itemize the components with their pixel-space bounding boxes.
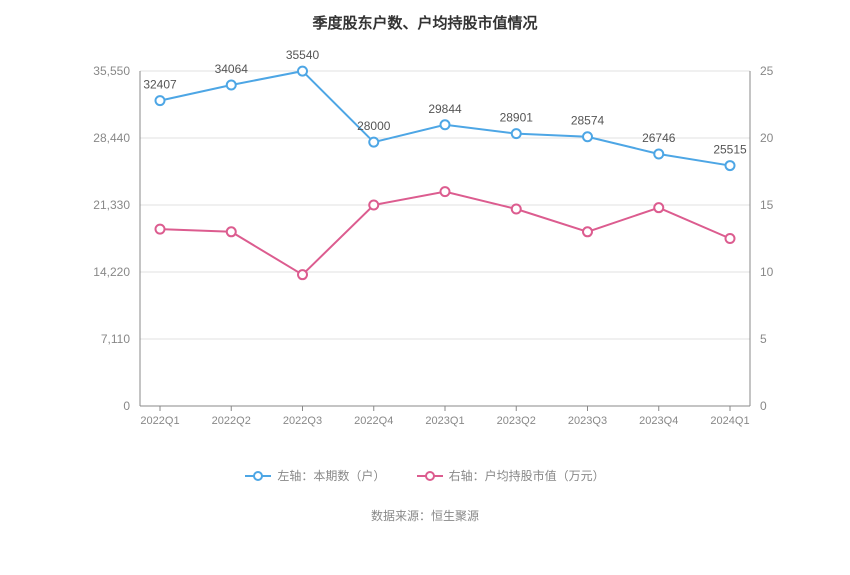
series-line-avg_value bbox=[160, 192, 730, 275]
series-marker-avg_value bbox=[726, 234, 735, 243]
series-line-shareholders bbox=[160, 71, 730, 165]
y-right-tick: 20 bbox=[760, 131, 774, 145]
y-left-tick: 21,330 bbox=[93, 198, 130, 212]
series-marker-shareholders bbox=[512, 129, 521, 138]
chart-title: 季度股东户数、户均持股市值情况 bbox=[40, 12, 810, 33]
series-marker-shareholders bbox=[369, 138, 378, 147]
x-tick-label: 2022Q2 bbox=[212, 415, 251, 427]
data-label: 26746 bbox=[642, 131, 676, 145]
data-label: 28000 bbox=[357, 119, 391, 133]
series-marker-avg_value bbox=[512, 205, 521, 214]
data-label: 28901 bbox=[500, 111, 534, 125]
legend-item-shareholders: 左轴：本期数（户） bbox=[245, 467, 385, 484]
x-tick-label: 2023Q3 bbox=[568, 415, 607, 427]
y-left-tick: 0 bbox=[123, 399, 130, 413]
x-tick-label: 2022Q1 bbox=[140, 415, 179, 427]
y-right-tick: 25 bbox=[760, 64, 774, 78]
y-right-tick: 5 bbox=[760, 332, 767, 346]
y-right-tick: 15 bbox=[760, 198, 774, 212]
series-marker-shareholders bbox=[583, 132, 592, 141]
data-label: 29844 bbox=[428, 102, 462, 116]
data-label: 32407 bbox=[143, 78, 177, 92]
series-marker-shareholders bbox=[441, 120, 450, 129]
x-tick-label: 2023Q4 bbox=[639, 415, 678, 427]
chart-plot-area: 0 7,110 14,220 21,330 28,440 35,550 0 5 10 15 20 25… bbox=[40, 41, 810, 441]
data-label: 34064 bbox=[215, 62, 249, 76]
data-label: 28574 bbox=[571, 114, 605, 128]
legend-label: 右轴：户均持股市值（万元） bbox=[449, 467, 605, 484]
series-marker-shareholders bbox=[726, 161, 735, 170]
data-source: 数据来源：恒生聚源 bbox=[40, 507, 810, 524]
x-tick-label: 2022Q3 bbox=[283, 415, 322, 427]
x-tick-label: 2023Q1 bbox=[425, 415, 464, 427]
series-marker-shareholders bbox=[298, 67, 307, 76]
legend-label: 左轴：本期数（户） bbox=[277, 467, 385, 484]
series-marker-avg_value bbox=[654, 203, 663, 212]
series-marker-avg_value bbox=[583, 227, 592, 236]
series-marker-shareholders bbox=[156, 96, 165, 105]
x-tick-label: 2023Q2 bbox=[497, 415, 536, 427]
y-left-tick: 35,550 bbox=[93, 64, 130, 78]
y-right-tick: 0 bbox=[760, 399, 767, 413]
data-label: 35540 bbox=[286, 48, 320, 62]
chart-legend: 左轴：本期数（户） 右轴：户均持股市值（万元） bbox=[40, 467, 810, 485]
x-tick-label: 2024Q1 bbox=[710, 415, 749, 427]
series-marker-avg_value bbox=[227, 227, 236, 236]
y-left-tick: 28,440 bbox=[93, 131, 130, 145]
series-marker-avg_value bbox=[156, 225, 165, 234]
data-label: 25515 bbox=[713, 143, 747, 157]
series-marker-shareholders bbox=[227, 81, 236, 90]
series-marker-avg_value bbox=[441, 187, 450, 196]
series-marker-shareholders bbox=[654, 149, 663, 158]
chart-container: 季度股东户数、户均持股市值情况 0 7,110 14,220 21,330 28,440… bbox=[0, 0, 850, 575]
series-marker-avg_value bbox=[298, 270, 307, 279]
legend-marker-avgvalue bbox=[417, 470, 443, 482]
series-marker-avg_value bbox=[369, 201, 378, 210]
x-tick-label: 2022Q4 bbox=[354, 415, 393, 427]
y-right-tick: 10 bbox=[760, 265, 774, 279]
y-left-tick: 7,110 bbox=[101, 332, 130, 346]
chart-svg: 0 7,110 14,220 21,330 28,440 35,550 0 5 10 15 20 25… bbox=[40, 41, 810, 441]
legend-marker-shareholders bbox=[245, 470, 271, 482]
y-left-tick: 14,220 bbox=[93, 265, 130, 279]
legend-item-avgvalue: 右轴：户均持股市值（万元） bbox=[417, 467, 605, 484]
